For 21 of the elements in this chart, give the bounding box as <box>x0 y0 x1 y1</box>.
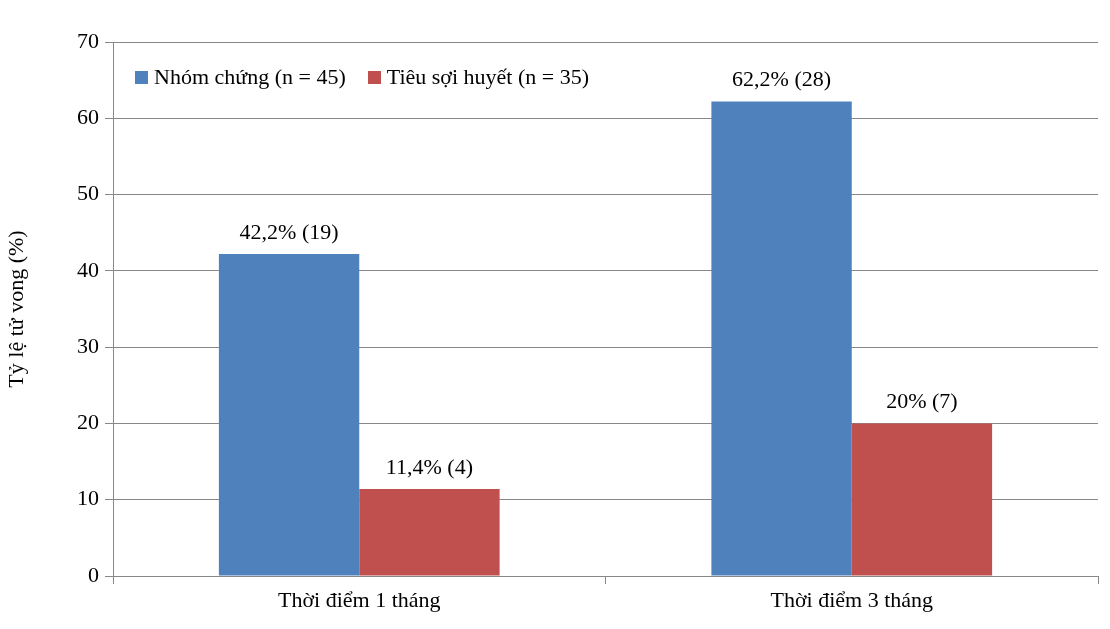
y-tick-label: 60 <box>77 104 99 130</box>
x-tick-label: Thời điểm 1 tháng <box>277 586 441 612</box>
y-tick-label: 40 <box>77 256 99 282</box>
y-tick-label: 70 <box>77 27 99 53</box>
data-label: 42,2% (19) <box>239 218 339 244</box>
data-label: 62,2% (28) <box>732 66 832 92</box>
y-tick-label: 0 <box>88 561 99 587</box>
x-tick-label: Thời điểm 3 tháng <box>770 586 934 612</box>
bar <box>851 423 993 576</box>
y-tick-label: 50 <box>77 180 99 206</box>
y-tick-label: 20 <box>77 409 99 435</box>
y-axis-title: Tỷ lệ tử vong (%) <box>2 230 28 388</box>
legend-label: Nhóm chứng (n = 45) <box>154 64 346 90</box>
data-label: 11,4% (4) <box>385 453 474 479</box>
legend-label: Tiêu sợi huyết (n = 35) <box>386 64 590 90</box>
data-label: 20% (7) <box>886 388 958 414</box>
bar <box>218 254 360 576</box>
y-tick-label: 10 <box>77 485 99 511</box>
bar <box>711 101 852 576</box>
bar <box>359 489 500 576</box>
y-tick-label: 30 <box>77 332 99 358</box>
